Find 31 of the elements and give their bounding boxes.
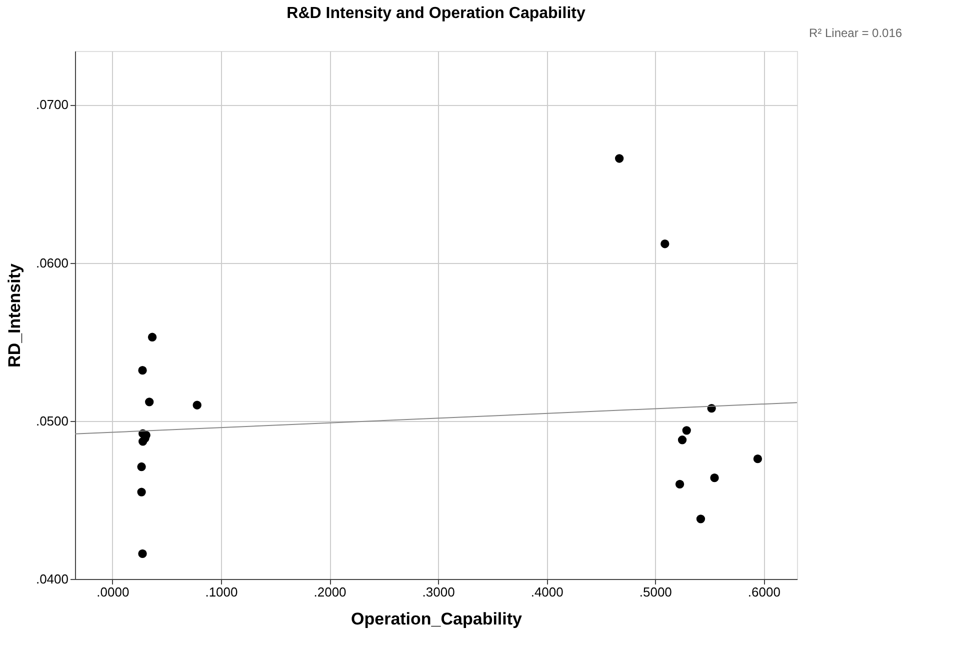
x-axis-title: Operation_Capability (351, 610, 523, 628)
y-tick-label: .0700 (36, 97, 68, 112)
point (675, 480, 684, 488)
point (138, 549, 147, 558)
x-tick-label: .5000 (639, 584, 672, 600)
point (753, 454, 762, 464)
point (137, 488, 146, 496)
x-tick-label: .4000 (530, 584, 564, 600)
point (138, 366, 147, 375)
y-tick-label: .0400 (36, 572, 68, 586)
y-tick-label: .0500 (36, 413, 68, 428)
x-tick-label: .6000 (748, 584, 780, 600)
text: R² Linear = 0.016 (809, 26, 902, 40)
point (696, 514, 706, 524)
point (138, 437, 148, 446)
x-tick-label: .1000 (205, 584, 238, 600)
point (614, 154, 624, 163)
x-tick-label: .2000 (314, 584, 346, 600)
point (660, 240, 670, 248)
point (192, 400, 202, 410)
point (148, 332, 157, 342)
point (710, 474, 719, 482)
chart-title: R&D Intensity and Operation Capability (286, 5, 586, 22)
point (145, 398, 154, 406)
x-tick-label: .3000 (422, 584, 455, 600)
point (678, 436, 687, 444)
y-axis-title: RD_Intensity (4, 263, 24, 368)
y-tick-label: .0600 (36, 255, 68, 270)
point (137, 462, 146, 472)
x-tick-label: .0000 (96, 584, 130, 600)
point (682, 426, 691, 435)
